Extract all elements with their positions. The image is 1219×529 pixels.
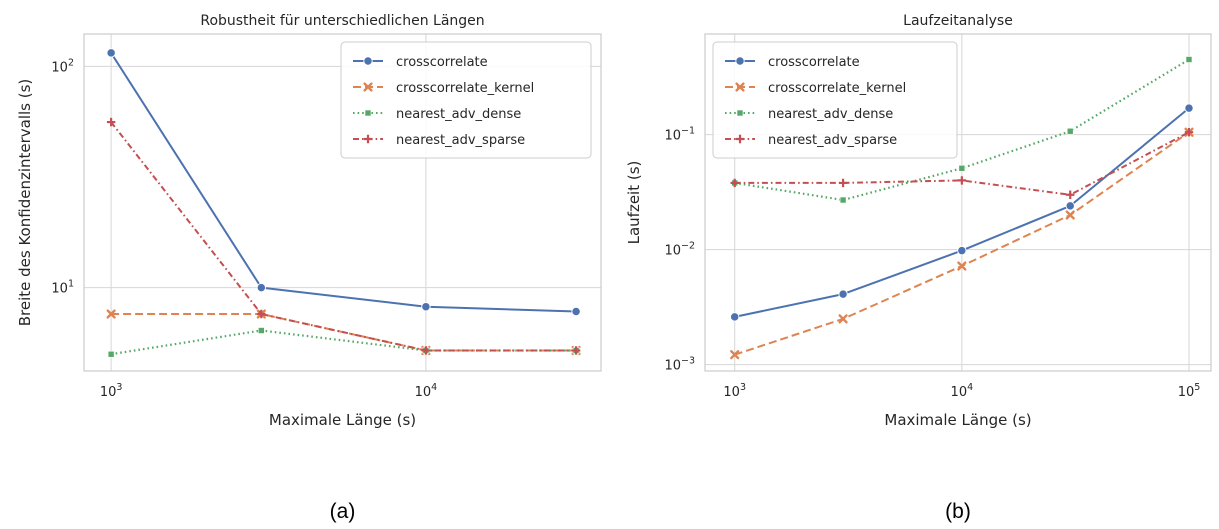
legend-label: nearest_adv_sparse xyxy=(396,133,525,148)
y-tick-label: 10−3 xyxy=(664,356,695,374)
y-axis-label-b: Laufzeit (s) xyxy=(625,161,643,245)
x-tick-label: 103 xyxy=(723,382,746,400)
data-point xyxy=(1065,210,1075,220)
data-point xyxy=(106,117,116,127)
series-crosscorrelate xyxy=(106,48,581,317)
legend-marker xyxy=(363,82,373,92)
legend-box xyxy=(340,41,592,159)
y-tick-label: 10−2 xyxy=(664,241,695,259)
data-point xyxy=(257,309,266,319)
data-point xyxy=(1184,103,1194,113)
data-point xyxy=(106,309,116,319)
legend-a: crosscorrelate crosscorrelate_kernelneare… xyxy=(340,41,592,159)
data-point xyxy=(838,178,848,188)
data-point xyxy=(106,48,116,58)
x-tick-label: 104 xyxy=(415,382,438,400)
data-point xyxy=(958,164,966,172)
series-line xyxy=(110,329,577,356)
legend-box xyxy=(712,41,958,159)
lines-a xyxy=(106,48,581,358)
y-axis-label-a: Breite des Konfidenzintervalls (s) xyxy=(16,79,34,327)
tick-labels-a: 103 104 101 102 xyxy=(51,57,437,400)
legend-label: crosscorrelate_kernel xyxy=(768,81,906,96)
data-point xyxy=(571,346,581,355)
y-tick-label: 101 xyxy=(51,279,74,297)
plot-frame-a xyxy=(83,33,602,372)
legend-marker xyxy=(735,56,745,66)
legend-item: nearest_adv_sparse xyxy=(725,133,897,148)
series-line xyxy=(110,121,577,352)
series-nearest-adv-sparse xyxy=(106,117,581,355)
legend-item: nearest_adv_dense xyxy=(353,107,521,122)
data-point xyxy=(258,327,265,334)
legend-label: crosscorrelate xyxy=(768,55,860,70)
data-point xyxy=(839,196,847,204)
data-point xyxy=(421,346,431,355)
data-point xyxy=(730,350,740,360)
x-axis-label-a: Maximale Länge (s) xyxy=(269,411,416,429)
series-nearest-adv-sparse xyxy=(730,127,1194,199)
legend-b: crosscorrelate crosscorrelate_kernelneare… xyxy=(712,41,958,159)
data-point xyxy=(571,306,581,317)
data-point xyxy=(1184,127,1194,137)
y-tick-label: 10−1 xyxy=(664,126,695,144)
legend-item: nearest_adv_sparse xyxy=(353,133,525,148)
data-point xyxy=(1066,127,1074,135)
x-tick-label: 104 xyxy=(951,382,974,400)
legend-marker xyxy=(735,134,745,144)
lines-b xyxy=(730,56,1194,360)
data-point xyxy=(838,289,848,299)
data-point xyxy=(730,312,740,322)
data-point xyxy=(957,261,967,271)
data-point xyxy=(957,245,967,256)
legend-item: crosscorrelate xyxy=(725,55,860,70)
data-point xyxy=(730,178,739,188)
legend-item: crosscorrelate_kernel xyxy=(353,81,534,96)
legend-label: nearest_adv_dense xyxy=(396,107,521,122)
legend-item: crosscorrelate_kernel xyxy=(725,81,906,96)
data-point xyxy=(256,282,266,293)
data-point xyxy=(1185,56,1193,63)
data-point xyxy=(107,350,115,358)
legend-marker xyxy=(364,109,372,117)
legend-label: nearest_adv_dense xyxy=(768,107,893,122)
caption-b: (b) xyxy=(945,500,971,523)
legend-marker xyxy=(735,82,745,92)
plot-frame-b xyxy=(704,33,1212,372)
x-axis-label-b: Maximale Länge (s) xyxy=(884,411,1031,429)
data-point xyxy=(957,176,967,185)
series-line xyxy=(110,52,577,313)
legend-label: crosscorrelate xyxy=(396,55,488,70)
data-point xyxy=(1066,190,1075,199)
chart-panel-a: 103 104 101 102 Robustheit für unterschiedl… xyxy=(16,13,602,523)
data-point xyxy=(421,302,431,312)
y-tick-label: 102 xyxy=(51,57,74,75)
caption-a: (a) xyxy=(330,500,356,523)
legend-marker xyxy=(736,109,744,117)
legend-item: crosscorrelate xyxy=(353,55,488,70)
x-tick-label: 105 xyxy=(1178,382,1201,400)
legend-marker xyxy=(363,134,373,144)
x-tick-label: 103 xyxy=(100,382,123,400)
chart-title-a: Robustheit für unterschiedlichen Längen xyxy=(200,13,484,29)
chart-panel-b: 103 104 105 10−3 10−2 10−1 Laufzeitanalyse Ma… xyxy=(625,13,1212,523)
data-point xyxy=(838,314,848,324)
data-point xyxy=(1065,201,1075,211)
tick-labels-b: 103 104 105 10−3 10−2 10−1 xyxy=(664,126,1200,400)
chart-title-b: Laufzeitanalyse xyxy=(903,13,1013,29)
legend-item: nearest_adv_dense xyxy=(725,107,893,122)
legend-label: nearest_adv_sparse xyxy=(768,133,897,148)
legend-marker xyxy=(363,56,373,66)
legend-label: crosscorrelate_kernel xyxy=(396,81,534,96)
